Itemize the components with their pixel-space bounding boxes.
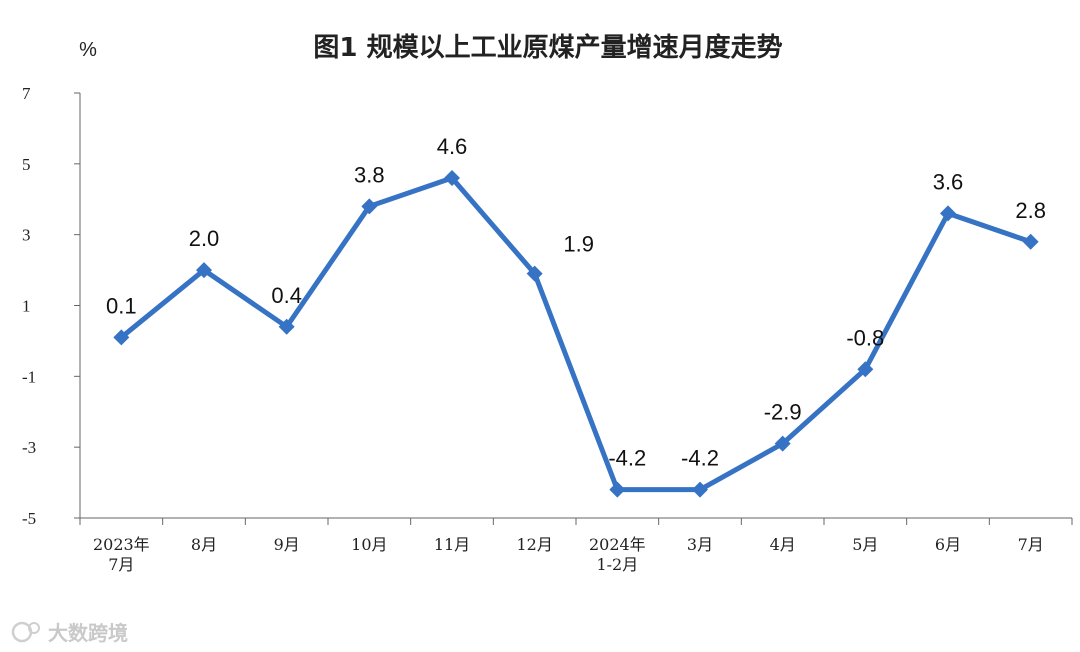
data-point-marker	[196, 262, 212, 279]
data-label: 3.6	[933, 169, 964, 194]
chart-title: 图1 规模以上工业原煤产量增速月度走势	[313, 32, 782, 63]
x-tick-label: 6月	[935, 535, 961, 554]
x-tick-label: 3月	[687, 535, 713, 554]
data-point-marker	[774, 435, 791, 452]
x-tick-label: 12月	[516, 535, 552, 554]
data-label: -4.2	[608, 446, 646, 471]
data-point-marker	[526, 265, 543, 282]
data-label: -0.8	[846, 325, 884, 350]
data-labels: 0.1 2.0 0.4 3.8 4.6 1.9 -4.2 -4.2 -2.9 -0.8 3.6 2.8	[106, 134, 1046, 471]
watermark-logo-icon-2	[28, 622, 40, 634]
watermark-text: 大数跨境	[48, 621, 128, 645]
y-tick-label: 5	[22, 155, 31, 174]
data-point-marker	[113, 329, 130, 346]
y-tick-label: 7	[22, 84, 31, 103]
y-tick-label: 1	[22, 297, 31, 316]
x-tick-labels: 2023年 7月 8月 9月 10月 11月 12月 2024年 1-2月 3月 4月 5月 6月 7月	[93, 535, 1044, 574]
data-label: 4.6	[437, 134, 468, 159]
y-axis-unit: %	[79, 39, 97, 61]
data-label: 3.8	[354, 162, 385, 187]
data-label: 0.4	[271, 283, 302, 308]
x-tick-label: 11月	[434, 535, 470, 554]
series-polyline	[118, 175, 1034, 493]
axes	[74, 92, 1073, 525]
data-label: 2.0	[189, 226, 220, 251]
data-label: 2.8	[1015, 198, 1046, 223]
y-tick-label: -1	[22, 367, 36, 386]
data-point-marker	[692, 481, 708, 498]
y-tick-label: 3	[22, 226, 31, 245]
data-point-marker	[609, 481, 626, 498]
x-tick-label: 5月	[852, 535, 878, 554]
x-tick-label: 9月	[274, 535, 300, 554]
data-point-marker	[940, 205, 956, 222]
x-tick-label: 4月	[770, 535, 796, 554]
x-tick-label: 7月	[1018, 535, 1044, 554]
y-tick-label: -5	[22, 509, 36, 528]
y-tick-label: -3	[22, 438, 36, 457]
data-label: -4.2	[681, 446, 719, 471]
data-label: 1.9	[563, 232, 594, 257]
data-point-marker	[857, 361, 874, 378]
data-point-marker	[278, 318, 295, 335]
x-tick-label: 2024年 1-2月	[589, 535, 646, 574]
data-label: -2.9	[764, 400, 802, 425]
watermark: 大数跨境	[11, 621, 128, 645]
data-point-marker	[361, 198, 378, 215]
x-tick-label: 2023年 7月	[93, 535, 150, 574]
y-tick-labels: 7 5 3 1 -1 -3 -5	[22, 84, 36, 528]
series-line	[113, 170, 1039, 498]
watermark-logo-icon	[11, 621, 33, 643]
x-tick-label: 10月	[351, 535, 387, 554]
data-point-marker	[1022, 233, 1039, 250]
x-tick-label: 8月	[191, 535, 217, 554]
data-point-marker	[444, 170, 460, 186]
data-label: 0.1	[106, 293, 137, 318]
